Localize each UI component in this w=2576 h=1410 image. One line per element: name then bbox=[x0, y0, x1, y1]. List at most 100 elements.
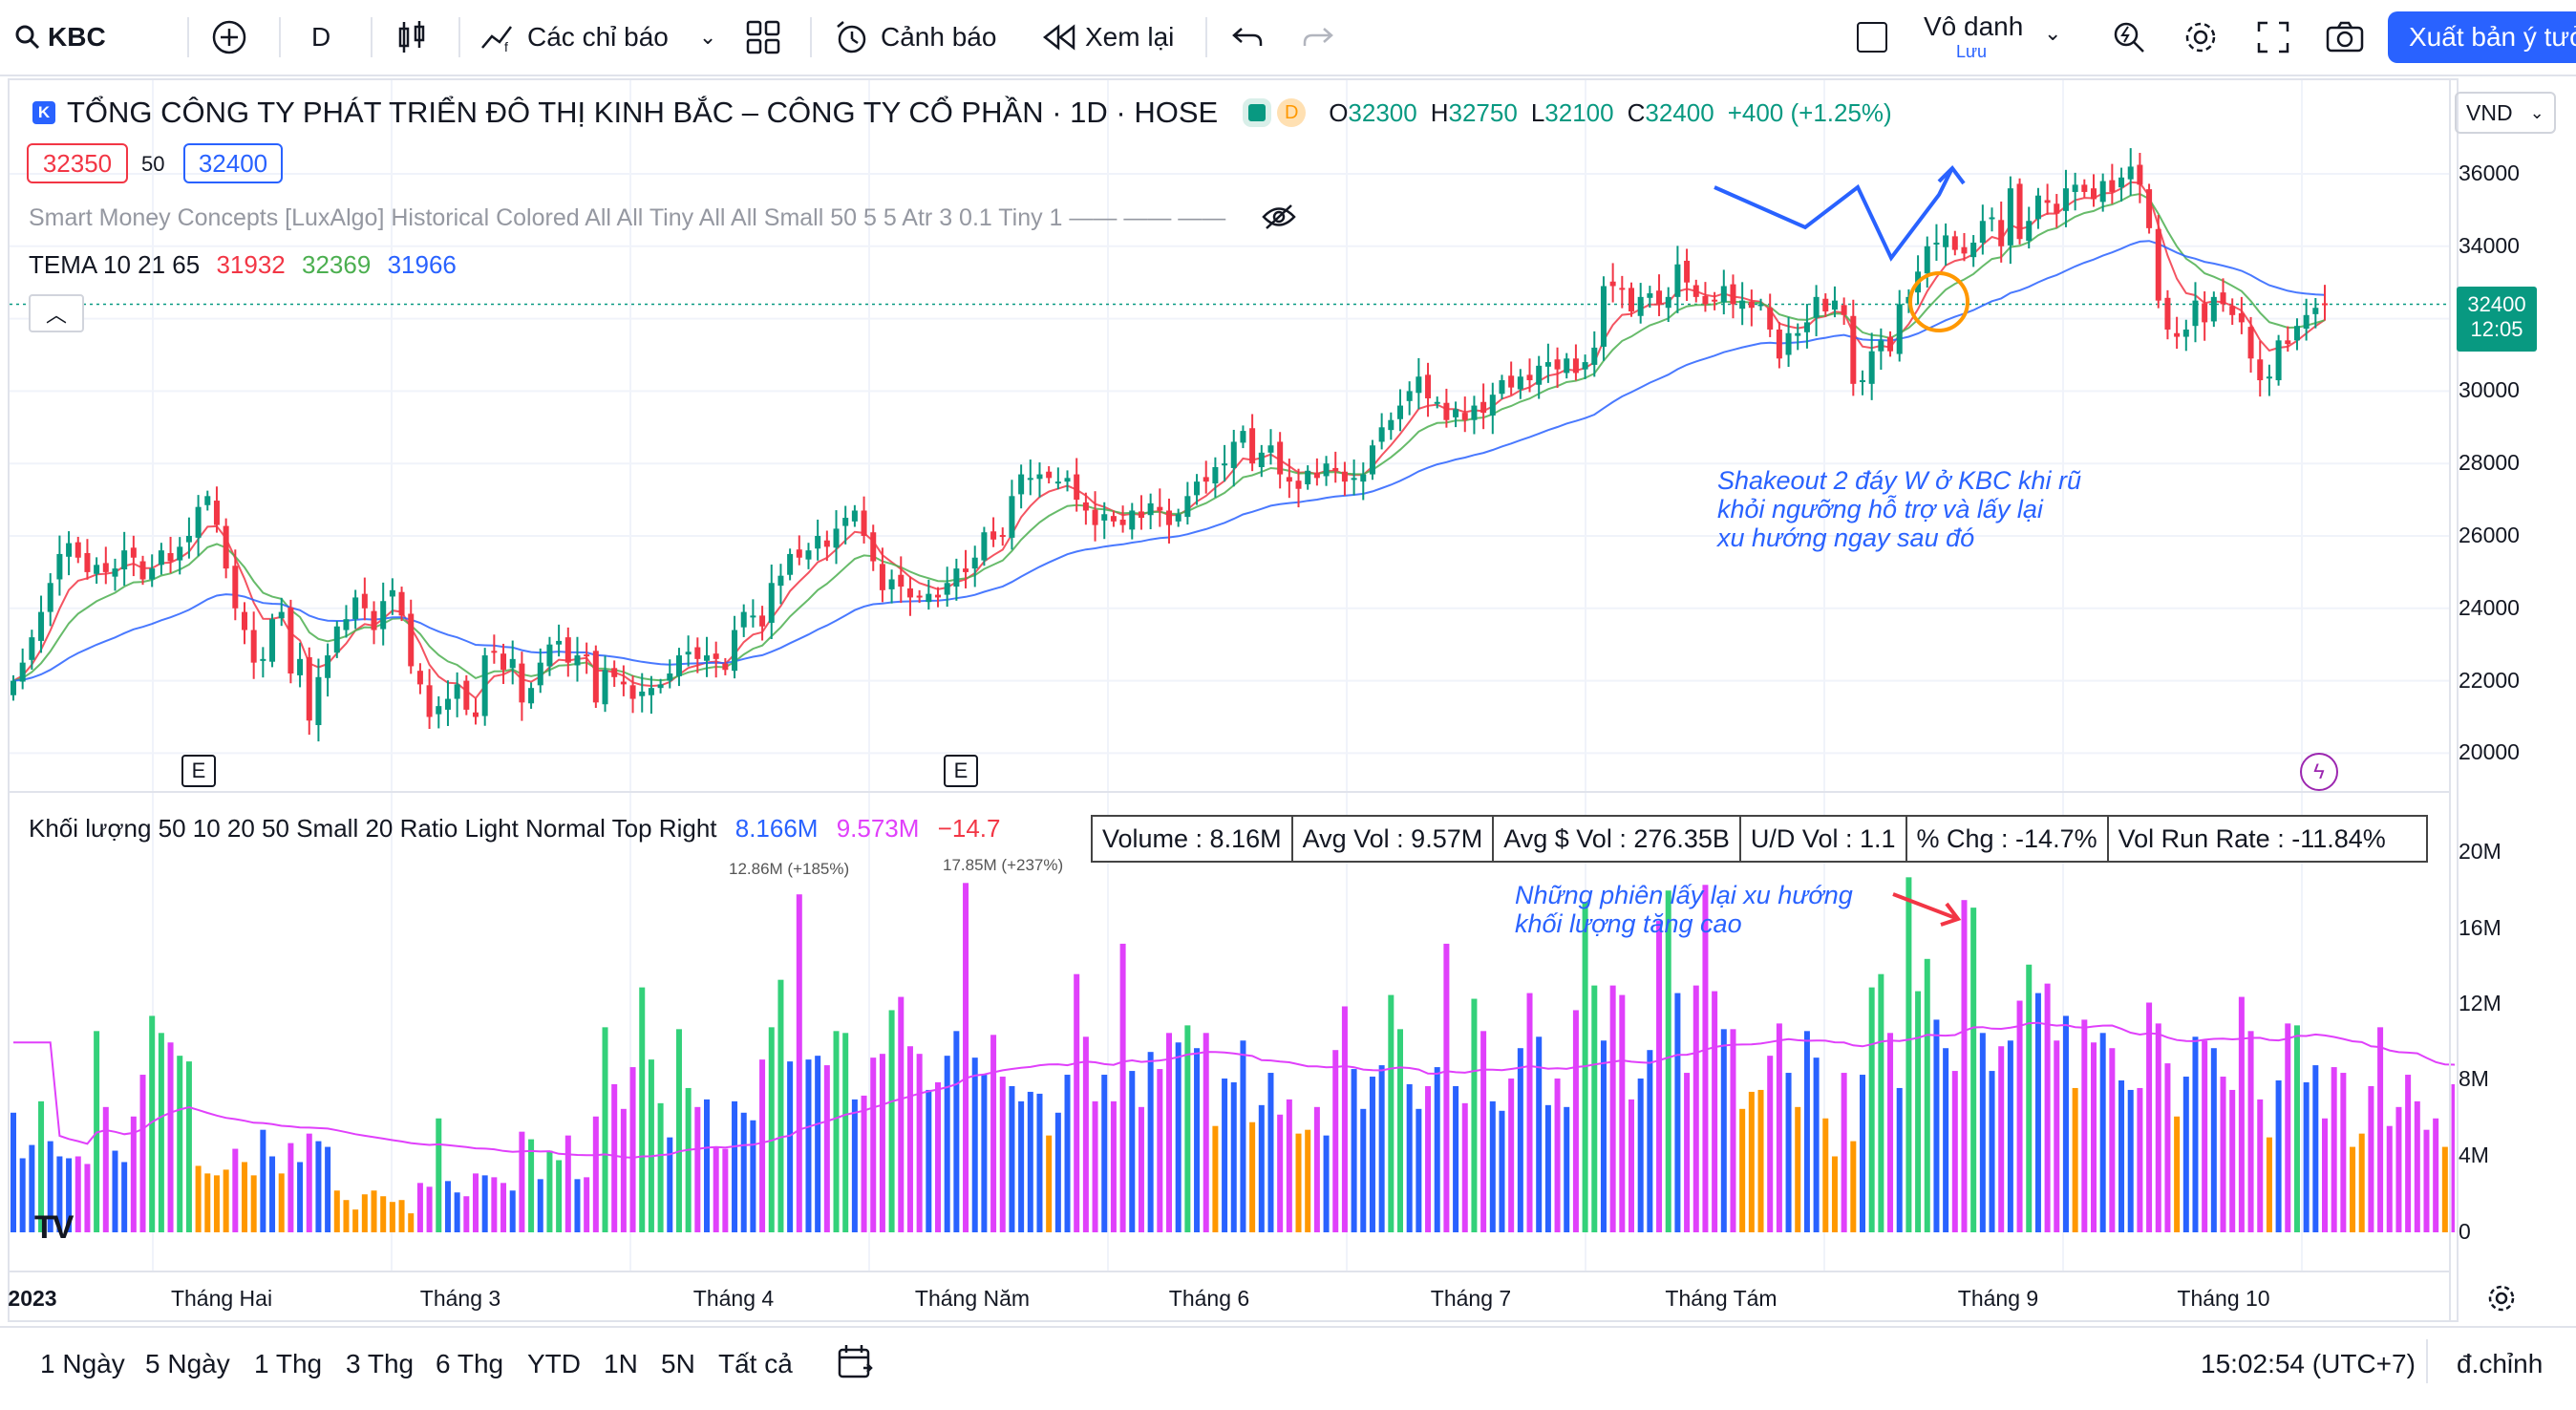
sell-button[interactable]: 32350 bbox=[27, 143, 128, 183]
volume-bar bbox=[1951, 1071, 1958, 1232]
annotation-line: Shakeout 2 đáy W ở KBC khi rũ bbox=[1717, 466, 2081, 495]
chart-canvas[interactable] bbox=[10, 80, 2455, 1274]
alert-button[interactable]: Cảnh báo bbox=[833, 0, 996, 75]
volume-bar bbox=[768, 1027, 775, 1232]
quick-search-button[interactable] bbox=[2111, 0, 2147, 75]
volume-bar bbox=[1979, 1033, 1986, 1232]
replay-label: Xem lại bbox=[1085, 22, 1175, 52]
adjust-button[interactable]: đ.chỉnh bbox=[2457, 1349, 2544, 1378]
symbol-legend[interactable]: K TỔNG CÔNG TY PHÁT TRIỂN ĐÔ THỊ KINH BẮ… bbox=[32, 96, 1892, 130]
candle-body bbox=[2072, 184, 2078, 192]
candle-body bbox=[2275, 340, 2282, 381]
chevron-down-icon[interactable]: ⌄ bbox=[698, 25, 717, 49]
volume-bar bbox=[1739, 1108, 1746, 1232]
symbol-search[interactable]: KBC bbox=[13, 0, 106, 75]
range-button[interactable]: 1 Ngày bbox=[40, 1349, 125, 1378]
eye-off-icon[interactable] bbox=[1261, 203, 1297, 236]
earnings-marker[interactable]: E bbox=[944, 755, 978, 787]
snapshot-button[interactable] bbox=[2325, 0, 2365, 75]
candle-body bbox=[906, 588, 913, 598]
layout-name[interactable]: Vô danh bbox=[1924, 11, 2024, 41]
undo-button[interactable] bbox=[1230, 0, 1265, 75]
lightning-event-icon[interactable]: ϟ bbox=[2300, 753, 2338, 791]
clock[interactable]: 15:02:54 (UTC+7) bbox=[2201, 1349, 2416, 1378]
candle-body bbox=[444, 698, 451, 710]
volume-bar bbox=[232, 1148, 239, 1232]
indicators-button[interactable]: f Các chỉ báo ⌄ bbox=[479, 0, 716, 75]
publish-idea-button[interactable]: Xuất bản ý tưởng bbox=[2388, 11, 2576, 63]
earnings-marker[interactable]: E bbox=[181, 755, 216, 787]
layouts-button[interactable] bbox=[745, 0, 781, 75]
candle-body bbox=[29, 637, 35, 660]
candle-body bbox=[2062, 188, 2069, 211]
volume-bar bbox=[971, 1058, 978, 1232]
go-to-date-button[interactable] bbox=[835, 1341, 875, 1386]
range-button[interactable]: 5N bbox=[661, 1349, 695, 1378]
candle-body bbox=[223, 525, 229, 569]
candle-body bbox=[2220, 292, 2226, 305]
layout-select[interactable] bbox=[1857, 0, 1887, 75]
volume-bar bbox=[2238, 996, 2245, 1232]
interval-button[interactable]: D bbox=[311, 22, 331, 52]
candle-body bbox=[944, 583, 950, 595]
collapse-legend-button[interactable]: ︿ bbox=[29, 294, 84, 332]
chevron-down-icon[interactable]: ⌄ bbox=[2044, 21, 2062, 45]
candle-body bbox=[177, 546, 183, 561]
volume-bar bbox=[990, 1035, 997, 1232]
candle-body bbox=[195, 506, 202, 538]
range-button[interactable]: 1 Thg bbox=[254, 1349, 323, 1378]
fullscreen-button[interactable] bbox=[2256, 0, 2290, 75]
candle-body bbox=[537, 662, 543, 686]
settings-button[interactable] bbox=[2182, 0, 2220, 75]
candle-body bbox=[1684, 260, 1691, 283]
volume-bar bbox=[685, 1087, 692, 1232]
range-button[interactable]: 3 Thg bbox=[346, 1349, 415, 1378]
alert-label: Cảnh báo bbox=[881, 22, 997, 52]
volume-bar bbox=[1054, 1112, 1061, 1232]
redo-button[interactable] bbox=[1301, 0, 1335, 75]
volume-bar bbox=[1720, 1029, 1727, 1232]
candle-body bbox=[750, 615, 756, 618]
volume-bar bbox=[1647, 1050, 1653, 1232]
candle-body bbox=[713, 653, 719, 659]
volume-bar bbox=[167, 1042, 174, 1232]
tema-value-3: 31966 bbox=[387, 250, 457, 279]
buy-button[interactable]: 32400 bbox=[183, 143, 283, 183]
tema-legend[interactable]: TEMA 10 21 65 31932 32369 31966 bbox=[29, 250, 457, 280]
volume-bar bbox=[1813, 1058, 1820, 1232]
pane-separator[interactable] bbox=[10, 791, 2449, 793]
candle-body bbox=[1369, 445, 1375, 475]
currency-select[interactable]: VND ⌄ bbox=[2455, 92, 2556, 134]
volume-bar bbox=[1572, 1010, 1579, 1232]
divider bbox=[458, 17, 460, 57]
replay-button[interactable]: Xem lại bbox=[1041, 0, 1174, 75]
candle-body bbox=[509, 658, 516, 669]
fullscreen-icon bbox=[2257, 21, 2289, 53]
volume-bar bbox=[2423, 1129, 2430, 1232]
volume-legend[interactable]: Khối lượng 50 10 20 50 Small 20 Ratio Li… bbox=[29, 814, 1000, 844]
divider bbox=[279, 17, 281, 57]
range-button[interactable]: Tất cả bbox=[718, 1349, 793, 1378]
stat-pct-chg: % Chg : -14.7% bbox=[1907, 817, 2109, 861]
volume-bar bbox=[398, 1200, 405, 1232]
range-button[interactable]: 1N bbox=[604, 1349, 638, 1378]
candle-body bbox=[1859, 380, 1866, 383]
volume-bar bbox=[703, 1099, 711, 1232]
volume-bar bbox=[1378, 1065, 1385, 1232]
volume-bar bbox=[2312, 1065, 2319, 1232]
candle-body bbox=[2099, 181, 2106, 203]
candle-body bbox=[1998, 220, 2005, 246]
range-button[interactable]: 5 Ngày bbox=[145, 1349, 230, 1378]
smc-indicator-legend[interactable]: Smart Money Concepts [LuxAlgo] Historica… bbox=[29, 204, 1226, 231]
tradingview-logo[interactable]: TV bbox=[34, 1209, 74, 1246]
compare-button[interactable] bbox=[210, 0, 248, 75]
volume-bar bbox=[564, 1135, 571, 1232]
volume-ma-line bbox=[13, 1021, 2455, 1159]
chart-type-button[interactable] bbox=[395, 0, 428, 75]
volume-bar bbox=[361, 1194, 368, 1232]
gear-icon[interactable] bbox=[2485, 1282, 2518, 1319]
volume-bar bbox=[796, 894, 802, 1232]
range-button[interactable]: 6 Thg bbox=[436, 1349, 504, 1378]
volume-bar bbox=[2293, 1025, 2300, 1232]
range-button[interactable]: YTD bbox=[527, 1349, 581, 1378]
